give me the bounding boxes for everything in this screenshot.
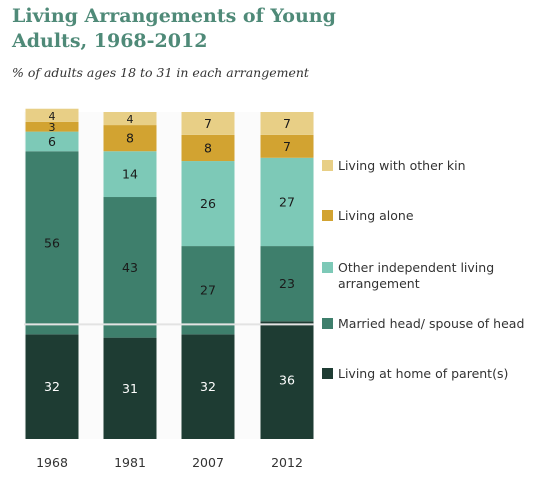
x-tick-label-1981: 1981 bbox=[114, 455, 146, 470]
legend-label-married: Married head/ spouse of head bbox=[338, 316, 525, 331]
chart-title: Living Arrangements of Young Adults, 196… bbox=[12, 5, 336, 52]
bar-segment-independent-1968 bbox=[25, 131, 79, 152]
legend-label-parents: Living at home of parent(s) bbox=[338, 366, 509, 381]
legend-swatch-alone bbox=[322, 210, 333, 221]
data-label-other_kin-2007: 7 bbox=[204, 116, 212, 131]
data-label-other_kin-1981: 4 bbox=[127, 113, 134, 126]
data-label-independent-1968: 6 bbox=[48, 134, 56, 149]
legend-label-other_kin: Living with other kin bbox=[338, 158, 466, 173]
data-label-independent-2012: 27 bbox=[279, 194, 295, 209]
bar-segment-alone-1968 bbox=[25, 121, 79, 132]
data-label-other_kin-2012: 7 bbox=[283, 116, 291, 131]
bar-segment-married-1968 bbox=[25, 151, 79, 335]
bar-segment-alone-1981 bbox=[103, 125, 157, 152]
data-label-other_kin-1968: 4 bbox=[49, 110, 56, 123]
bar-segment-other_kin-1981 bbox=[103, 112, 157, 126]
bar-segment-independent-2012 bbox=[260, 157, 314, 247]
x-tick-label-1968: 1968 bbox=[36, 455, 68, 470]
bar-segment-independent-1981 bbox=[103, 151, 157, 198]
legend-swatch-married bbox=[322, 318, 333, 329]
bar-segment-married-2007 bbox=[181, 246, 235, 335]
bar-segment-parents-1968 bbox=[25, 334, 79, 439]
bar-segment-married-1981 bbox=[103, 197, 157, 338]
bar-segment-alone-2012 bbox=[260, 134, 314, 158]
data-label-alone-1968: 3 bbox=[49, 121, 56, 134]
legend-swatch-other_kin bbox=[322, 160, 333, 171]
bar-segment-other_kin-2007 bbox=[181, 112, 235, 135]
data-label-married-2012: 23 bbox=[279, 276, 295, 291]
data-label-parents-1981: 31 bbox=[122, 381, 138, 396]
data-label-parents-2007: 32 bbox=[200, 379, 216, 394]
data-label-married-2007: 27 bbox=[200, 283, 216, 298]
bar-segment-other_kin-2012 bbox=[260, 112, 314, 135]
data-label-alone-2007: 8 bbox=[204, 140, 212, 155]
x-tick-label-2012: 2012 bbox=[271, 455, 303, 470]
bar-segment-independent-2007 bbox=[181, 161, 235, 247]
bar-segment-alone-2007 bbox=[181, 134, 235, 162]
data-label-independent-1981: 14 bbox=[122, 167, 138, 182]
legend-swatch-independent bbox=[322, 262, 333, 273]
bar-segment-married-2012 bbox=[260, 246, 314, 322]
legend-swatch-parents bbox=[322, 368, 333, 379]
legend-label-alone: Living alone bbox=[338, 208, 414, 223]
data-label-parents-2012: 36 bbox=[279, 373, 295, 388]
bar-segment-parents-1981 bbox=[103, 337, 157, 439]
bar-segment-other_kin-1968 bbox=[25, 108, 79, 122]
data-label-alone-1981: 8 bbox=[126, 131, 134, 146]
chart-subtitle: % of adults ages 18 to 31 in each arrang… bbox=[12, 65, 309, 80]
data-label-married-1968: 56 bbox=[44, 235, 60, 250]
data-label-independent-2007: 26 bbox=[200, 196, 216, 211]
bar-segment-parents-2007 bbox=[181, 334, 235, 439]
x-tick-label-2007: 2007 bbox=[192, 455, 224, 470]
data-label-married-1981: 43 bbox=[122, 260, 138, 275]
legend-label-independent: Other independent living arrangement bbox=[338, 260, 495, 291]
data-label-parents-1968: 32 bbox=[44, 379, 60, 394]
data-label-alone-2012: 7 bbox=[283, 139, 291, 154]
bar-segment-parents-2012 bbox=[260, 321, 314, 439]
